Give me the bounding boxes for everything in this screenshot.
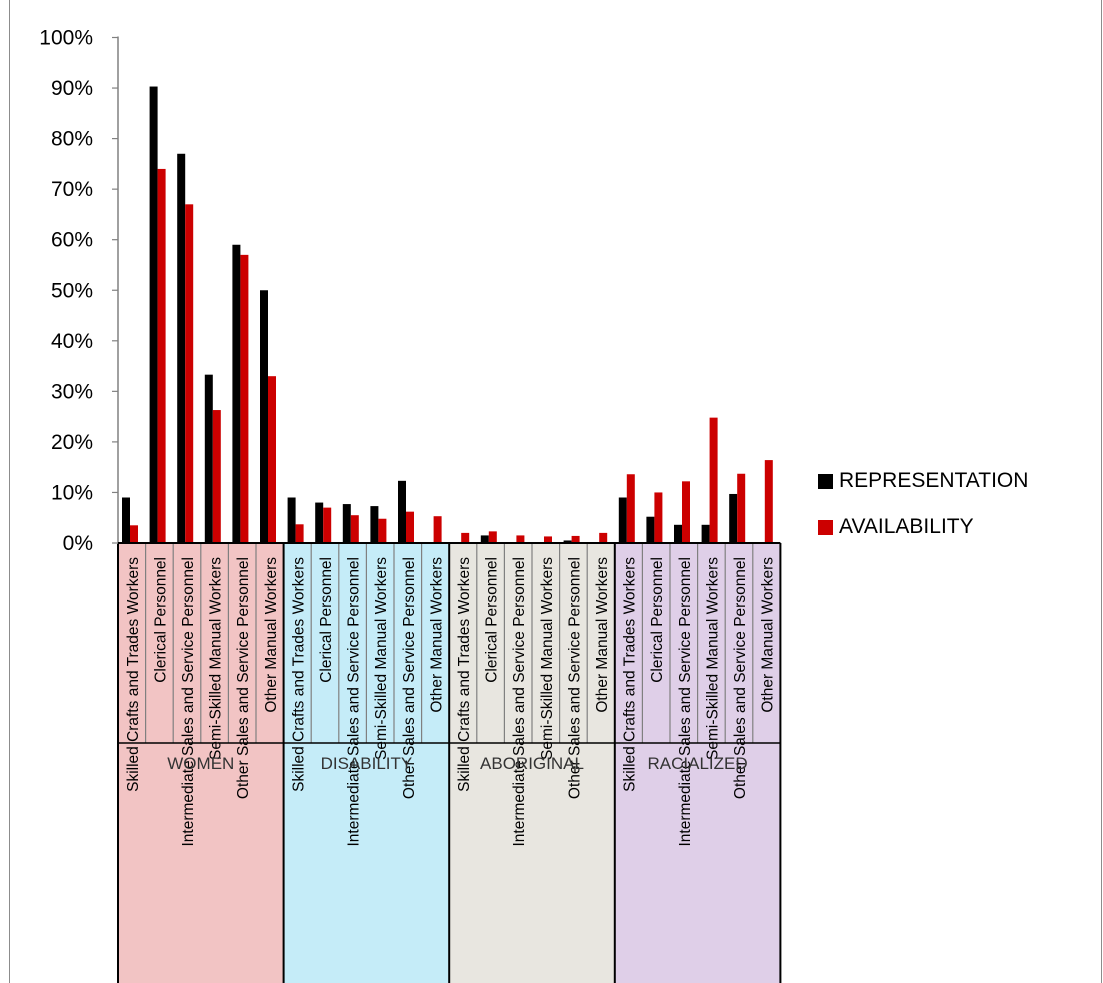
category-label: Intermediate Sales and Service Personnel	[677, 557, 694, 847]
legend-swatch-availability	[818, 519, 833, 535]
category-label: Skilled Crafts and Trades Workers	[622, 557, 639, 792]
y-tick-label: 80%	[51, 128, 93, 151]
bar-availability-13	[488, 531, 497, 543]
bar-availability-21	[709, 417, 718, 543]
legend-item-availability: AVAILABILITY	[818, 504, 1028, 550]
bar-representation-1	[149, 86, 158, 543]
bar-availability-2	[185, 204, 194, 543]
bar-availability-3	[212, 410, 221, 543]
bar-availability-9	[378, 518, 387, 543]
group-label-disability: DISABILITY	[321, 754, 413, 773]
legend-label-availability: AVAILABILITY	[839, 515, 974, 538]
chart-legend: REPRESENTATION AVAILABILITY	[818, 458, 1028, 550]
bar-representation-22	[729, 493, 738, 543]
bar-representation-16	[563, 540, 572, 543]
bar-representation-21	[701, 524, 710, 543]
category-label: Clerical Personnel	[318, 557, 335, 683]
y-tick-label: 100%	[39, 27, 93, 50]
group-label-aboriginal: ABORIGINAL	[480, 754, 584, 773]
bar-availability-7	[323, 507, 332, 543]
bar-availability-6	[295, 524, 304, 543]
bar-availability-10	[406, 511, 414, 543]
category-label: Other Sales and Service Personnel	[732, 557, 749, 799]
bar-representation-2	[177, 153, 186, 543]
y-tick-label: 10%	[51, 481, 93, 504]
y-tick-label: 20%	[51, 431, 93, 454]
bar-representation-4	[232, 244, 241, 543]
category-label: Other Sales and Service Personnel	[401, 557, 418, 799]
category-label: Clerical Personnel	[484, 557, 501, 683]
bar-availability-4	[240, 254, 249, 544]
bar-representation-10	[398, 480, 406, 543]
y-tick-label: 60%	[51, 229, 93, 252]
category-label: Semi-Skilled Manual Workers	[208, 557, 225, 760]
bar-availability-12	[461, 532, 470, 543]
bar-availability-14	[516, 535, 525, 543]
category-label: Other Manual Workers	[760, 557, 777, 713]
category-label: Skilled Crafts and Trades Workers	[456, 557, 473, 792]
bar-availability-0	[130, 525, 138, 543]
bar-representation-3	[204, 374, 213, 543]
bar-availability-23	[764, 460, 773, 543]
bar-availability-1	[157, 168, 166, 543]
bar-representation-6	[287, 497, 296, 543]
bar-availability-11	[433, 516, 442, 543]
category-label: Other Manual Workers	[263, 557, 280, 713]
category-label: Semi-Skilled Manual Workers	[373, 557, 390, 760]
category-label: Skilled Crafts and Trades Workers	[290, 557, 307, 792]
bar-representation-8	[342, 504, 351, 543]
category-label: Semi-Skilled Manual Workers	[704, 557, 721, 760]
bar-representation-7	[315, 502, 324, 543]
category-label: Intermediate Sales and Service Personnel	[346, 557, 363, 847]
y-tick-label: 40%	[51, 330, 93, 353]
group-label-racialized: RACIALIZED	[648, 754, 748, 773]
bar-availability-16	[571, 535, 580, 543]
bar-representation-5	[260, 290, 268, 543]
category-label: Other Sales and Service Personnel	[566, 557, 583, 799]
y-tick-label: 50%	[51, 279, 93, 302]
bar-representation-19	[646, 516, 655, 543]
bar-availability-8	[350, 515, 359, 543]
category-label: Intermediate Sales and Service Personnel	[180, 557, 197, 847]
bar-representation-9	[370, 506, 379, 543]
category-label: Other Sales and Service Personnel	[235, 557, 252, 799]
bar-representation-20	[674, 524, 682, 543]
category-label: Clerical Personnel	[152, 557, 169, 683]
category-label: Semi-Skilled Manual Workers	[539, 557, 556, 760]
bar-availability-19	[654, 492, 663, 543]
y-tick-label: 30%	[51, 380, 93, 403]
bar-availability-17	[599, 532, 608, 543]
bar-availability-22	[737, 473, 746, 543]
bar-representation-0	[122, 497, 130, 543]
bar-availability-15	[544, 536, 552, 543]
category-label: Clerical Personnel	[649, 557, 666, 683]
bar-availability-20	[682, 481, 690, 543]
category-label: Other Manual Workers	[428, 557, 445, 713]
category-label: Intermediate Sales and Service Personnel	[511, 557, 528, 847]
y-tick-label: 0%	[63, 532, 93, 555]
category-label: Other Manual Workers	[594, 557, 611, 713]
legend-item-representation: REPRESENTATION	[818, 458, 1028, 504]
y-tick-label: 70%	[51, 178, 93, 201]
legend-swatch-representation	[818, 473, 833, 489]
y-tick-label: 90%	[51, 77, 93, 100]
group-label-women: WOMEN	[167, 754, 234, 773]
bar-representation-13	[480, 535, 489, 543]
bar-representation-18	[618, 497, 627, 543]
bar-availability-18	[626, 474, 635, 543]
bar-availability-5	[268, 376, 276, 543]
legend-label-representation: REPRESENTATION	[839, 469, 1029, 492]
category-label: Skilled Crafts and Trades Workers	[125, 557, 142, 792]
